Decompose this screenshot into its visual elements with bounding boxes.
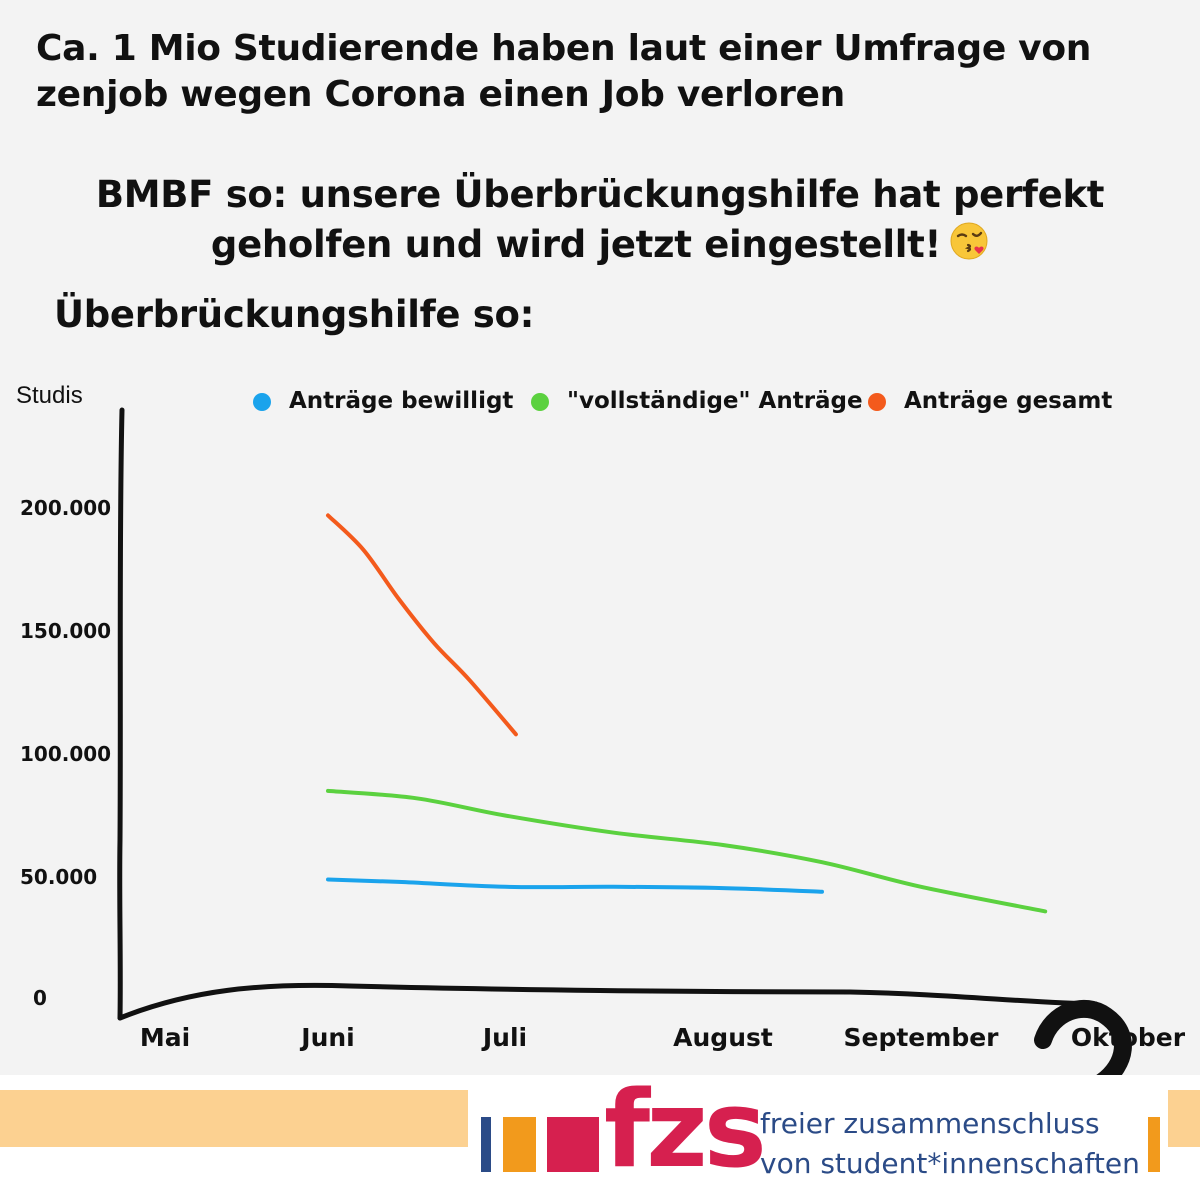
logo-bar-orange [503, 1117, 536, 1172]
series-line-1 [326, 788, 1048, 914]
legend-label-0: Anträge bewilligt [289, 388, 513, 414]
y-axis-label: Studis [16, 382, 83, 409]
footer-stripe-left [0, 1090, 468, 1147]
logo-bar-navy [481, 1117, 491, 1172]
legend-dot-2 [868, 393, 886, 411]
y-axis [117, 407, 125, 1021]
x-tick-label-mai: Mai [140, 1023, 190, 1052]
footer-stripe-right [1168, 1090, 1200, 1147]
y-tick-label-3: 150.000 [20, 619, 111, 643]
legend-label-2: Anträge gesamt [904, 388, 1112, 414]
bmbf-statement: BMBF so: unsere Überbrückungshilfe hat p… [0, 170, 1170, 270]
legend-dot-1 [531, 393, 549, 411]
x-tick-label-juli: Juli [481, 1023, 527, 1052]
x-tick-labels: Mai Juni Juli August September Oktober [140, 1023, 1186, 1052]
logo-bar-orange-right [1148, 1117, 1160, 1172]
y-tick-label-0: 0 [33, 986, 47, 1010]
y-tick-labels: 0 50.000 100.000 150.000 200.000 [20, 496, 111, 1010]
meme-canvas: Ca. 1 Mio Studierende haben laut einer U… [0, 0, 1200, 1075]
fzs-line-2: von student*innenschaften [760, 1147, 1140, 1180]
fzs-logo-word: fzs [604, 1068, 767, 1191]
x-tick-label-juni: Juni [299, 1023, 354, 1052]
x-axis [117, 982, 1099, 1021]
hilfe-statement: Überbrückungshilfe so: [54, 293, 535, 336]
series-line-0 [326, 877, 824, 894]
headline: Ca. 1 Mio Studierende haben laut einer U… [36, 28, 1092, 115]
x-tick-label-august: August [673, 1023, 773, 1052]
question-mark-icon [1034, 999, 1132, 1075]
chart-series [326, 513, 1048, 914]
chart-legend: Anträge bewilligt "vollständige" Anträge A… [253, 388, 1112, 414]
x-tick-label-september: September [844, 1023, 1000, 1052]
legend-dot-0 [253, 393, 271, 411]
series-line-2 [326, 513, 518, 737]
y-tick-label-4: 200.000 [20, 496, 111, 520]
y-tick-label-2: 100.000 [20, 742, 111, 766]
chart-axes [117, 407, 1099, 1021]
kissing-face-emoji [950, 222, 988, 260]
line-chart: Studis 0 50.000 100.000 150.000 200.000 Mai J… [16, 382, 1186, 1075]
legend-label-1: "vollständige" Anträge [567, 388, 863, 414]
y-tick-label-1: 50.000 [20, 865, 97, 889]
fzs-line-1: freier zusammenschluss [760, 1107, 1100, 1140]
logo-bar-red [547, 1117, 599, 1172]
footer-banner [0, 1075, 1200, 1200]
bmbf-text: BMBF so: unsere Überbrückungshilfe hat p… [95, 173, 1105, 266]
